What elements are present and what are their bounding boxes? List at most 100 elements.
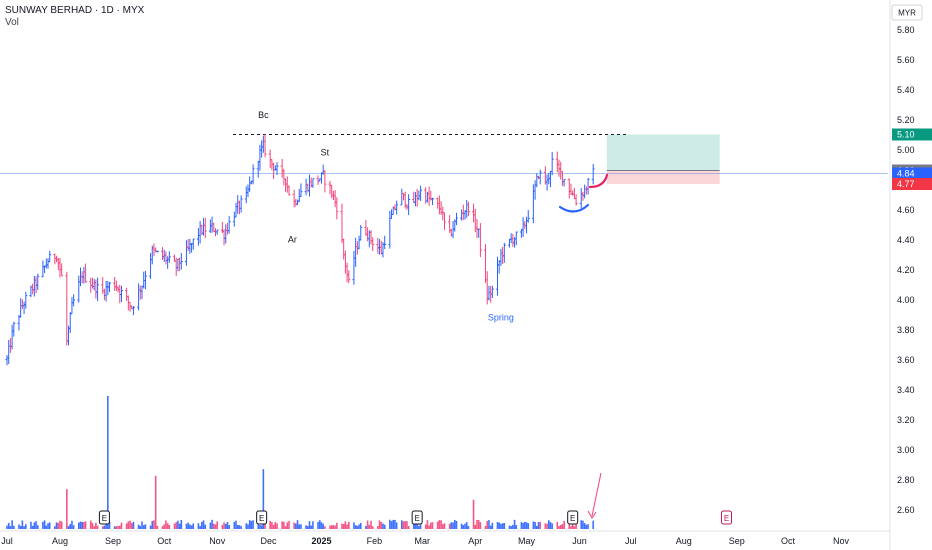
y-tick-label: 3.60	[897, 355, 915, 365]
price-bar	[579, 188, 583, 209]
price-bar	[466, 201, 470, 217]
price-bar	[309, 177, 313, 188]
price-bar	[12, 321, 16, 337]
price-bar	[284, 178, 288, 192]
y-tick-label: 5.40	[897, 85, 915, 95]
price-bar	[260, 140, 264, 158]
loss-zone[interactable]	[606, 170, 720, 185]
volume-bar	[66, 489, 68, 529]
price-bar	[149, 252, 153, 279]
price-bar	[82, 266, 86, 284]
price-bar	[5, 355, 9, 366]
price-bar	[307, 174, 311, 197]
volume-bar	[438, 520, 441, 529]
price-bar	[118, 284, 122, 304]
x-tick-label: Jun	[572, 536, 587, 546]
price-bar	[272, 162, 276, 179]
price-label-text: 4.84	[897, 169, 915, 179]
earnings-marker[interactable]: E	[256, 510, 268, 525]
volume-arrow	[591, 472, 602, 517]
price-bar	[484, 244, 488, 284]
y-tick-label: 3.00	[897, 445, 915, 455]
wyckoff-label: Bc	[258, 110, 269, 120]
price-bar	[44, 258, 48, 269]
volume-bar	[436, 521, 439, 529]
price-bar	[130, 305, 134, 310]
currency-button[interactable]	[891, 4, 923, 21]
earnings-marker-label: E	[102, 514, 107, 523]
price-bar	[20, 299, 24, 310]
price-bar	[120, 285, 124, 302]
price-bar	[441, 206, 445, 221]
volume-bar	[512, 524, 514, 529]
price-bar	[472, 203, 476, 223]
volume-bar	[479, 522, 482, 529]
price-bar	[186, 239, 190, 251]
price-bar	[225, 222, 229, 235]
volume-bar	[224, 523, 227, 529]
price-bar	[244, 186, 248, 204]
volume-bar	[9, 526, 12, 529]
price-bar	[451, 221, 455, 239]
x-tick-label: Oct	[157, 536, 172, 546]
volume-bar	[91, 522, 94, 529]
volume-bar	[235, 520, 237, 529]
volume-bar	[43, 520, 46, 529]
y-tick-label: 2.60	[897, 505, 915, 515]
price-bar	[311, 178, 315, 188]
price-bar	[94, 279, 98, 299]
price-bar	[143, 270, 147, 290]
price-bar	[427, 186, 431, 206]
price-bar	[256, 160, 260, 178]
price-bar	[497, 260, 501, 274]
volume-bar	[501, 523, 504, 529]
volume-bar	[274, 521, 277, 529]
volume-bar	[585, 524, 588, 529]
volume-bar	[272, 524, 275, 529]
volume-bar	[496, 522, 499, 529]
volume-bar	[312, 521, 314, 529]
earnings-marker[interactable]: E	[411, 510, 423, 525]
earnings-marker[interactable]: E	[98, 510, 110, 525]
volume-bar	[488, 520, 490, 529]
price-axis[interactable]	[890, 0, 932, 550]
volume-bar	[332, 525, 335, 529]
earnings-marker[interactable]: E	[720, 510, 732, 525]
volume-bar	[67, 526, 70, 529]
volume-bar	[264, 519, 266, 529]
price-bar	[581, 191, 585, 201]
price-bar	[210, 216, 214, 233]
volume-bar	[525, 522, 528, 529]
profit-zone[interactable]	[606, 134, 720, 171]
price-bar	[454, 212, 458, 226]
volume-bar	[283, 521, 285, 529]
price-bar	[378, 239, 382, 255]
price-bar	[555, 151, 559, 173]
volume-bar	[341, 523, 343, 529]
volume-bar	[166, 523, 169, 529]
volume-bar	[189, 524, 191, 529]
volume-bar	[440, 520, 442, 529]
volume-bar	[185, 523, 188, 529]
price-label-tag	[892, 128, 932, 141]
volume-bar	[353, 522, 355, 529]
price-bar	[7, 339, 11, 364]
price-bar	[102, 288, 106, 301]
price-bar	[34, 276, 38, 294]
price-bar	[323, 169, 327, 193]
price-bar	[77, 275, 81, 303]
price-bar	[222, 229, 226, 246]
y-tick-label: 3.80	[897, 325, 915, 335]
volume-bar	[402, 521, 405, 529]
earnings-marker[interactable]: E	[567, 510, 579, 525]
price-bar	[523, 221, 527, 230]
price-bar	[567, 178, 571, 199]
y-tick-label: 5.00	[897, 145, 915, 155]
price-bar	[412, 191, 416, 204]
price-bar	[261, 135, 265, 153]
volume-bar	[18, 524, 20, 529]
volume-bar	[276, 523, 278, 529]
currency-label: MYR	[898, 9, 916, 18]
